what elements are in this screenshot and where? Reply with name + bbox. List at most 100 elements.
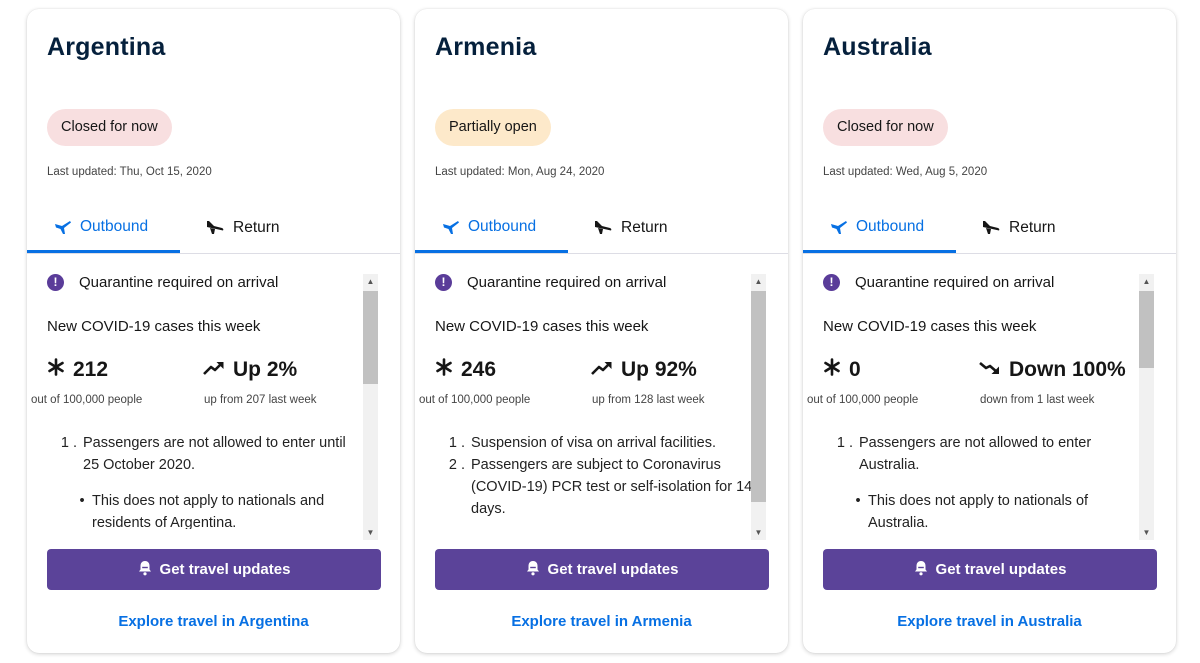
restriction-note: 1 . Passengers are not allowed to enter A…	[823, 432, 1141, 476]
plane-landing-icon	[981, 220, 1001, 236]
country-card: Australia Closed for now Last updated: W…	[803, 9, 1176, 653]
country-title: Argentina	[47, 33, 166, 61]
restriction-notes: 1 . Passengers are not allowed to enter u…	[47, 432, 365, 529]
plane-landing-icon	[205, 220, 225, 236]
explore-travel-link[interactable]: Explore travel in Australia	[897, 613, 1082, 630]
cases-stat: 212	[47, 358, 108, 382]
note-number: 1 .	[836, 435, 853, 451]
tab-outbound[interactable]: Outbound	[415, 211, 568, 253]
status-badge: Closed for now	[823, 109, 948, 146]
scroll-down-icon[interactable]: ▼	[1142, 528, 1151, 537]
tab-outbound[interactable]: Outbound	[27, 211, 180, 253]
trend-down-icon	[979, 358, 1001, 382]
note-number: 1 .	[60, 435, 77, 451]
travel-info-scroll-area[interactable]: ! Quarantine required on arrival New COV…	[27, 252, 400, 529]
restriction-bullet: • This does not apply to nationals and re…	[47, 490, 365, 529]
cases-value: 212	[73, 358, 109, 381]
plane-takeoff-icon	[830, 219, 848, 235]
tab-return-label: Return	[233, 219, 280, 236]
tab-outbound-label: Outbound	[468, 217, 537, 235]
bell-icon	[526, 560, 540, 580]
trend-value: Down 100%	[1009, 358, 1126, 381]
restriction-notes: 1 . Suspension of visa on arrival facilit…	[435, 432, 753, 520]
direction-tabs: Outbound Return	[803, 211, 1176, 254]
tab-return[interactable]: Return	[205, 211, 280, 253]
get-travel-updates-button[interactable]: Get travel updates	[47, 549, 381, 590]
country-card: Argentina Closed for now Last updated: T…	[27, 9, 400, 653]
asterisk-virus-icon	[47, 358, 65, 382]
get-travel-updates-label: Get travel updates	[159, 561, 291, 578]
restriction-note: 2 . Passengers are subject to Coronavirus…	[435, 454, 753, 520]
scroll-up-icon[interactable]: ▲	[366, 277, 375, 286]
cases-value: 246	[461, 358, 497, 381]
trend-up-icon	[203, 358, 225, 382]
get-travel-updates-label: Get travel updates	[935, 561, 1067, 578]
country-title: Australia	[823, 33, 932, 61]
note-text: Suspension of visa on arrival facilities…	[471, 435, 717, 451]
scrollbar-thumb[interactable]	[363, 291, 378, 384]
scrollbar-thumb[interactable]	[751, 291, 766, 502]
cases-title: New COVID-19 cases this week	[435, 318, 649, 335]
trend-value: Up 2%	[233, 358, 298, 381]
bullet-dot: •	[855, 493, 861, 509]
trend-stat: Up 2%	[203, 358, 297, 382]
note-text: Passengers are subject to Coronavirus (C…	[471, 457, 753, 517]
alert-icon: !	[435, 274, 452, 291]
tab-outbound[interactable]: Outbound	[803, 211, 956, 253]
scroll-up-icon[interactable]: ▲	[754, 277, 763, 286]
cases-subtext: out of 100,000 people	[807, 394, 919, 406]
quarantine-row: ! Quarantine required on arrival	[435, 274, 666, 291]
get-travel-updates-button[interactable]: Get travel updates	[435, 549, 769, 590]
bullet-text: This does not apply to nationals of Aust…	[868, 493, 1089, 529]
restriction-note: 1 . Suspension of visa on arrival facilit…	[435, 432, 753, 454]
tab-return[interactable]: Return	[981, 211, 1056, 253]
last-updated-text: Last updated: Thu, Oct 15, 2020	[47, 166, 212, 178]
quarantine-text: Quarantine required on arrival	[79, 274, 279, 291]
tab-return[interactable]: Return	[593, 211, 668, 253]
explore-travel-link[interactable]: Explore travel in Argentina	[118, 613, 309, 630]
plane-takeoff-icon	[442, 219, 460, 235]
tab-return-label: Return	[621, 219, 668, 236]
status-badge: Partially open	[435, 109, 551, 146]
alert-icon: !	[823, 274, 840, 291]
quarantine-text: Quarantine required on arrival	[467, 274, 667, 291]
quarantine-row: ! Quarantine required on arrival	[823, 274, 1054, 291]
trend-stat: Up 92%	[591, 358, 697, 382]
scrollbar[interactable]: ▲ ▼	[751, 274, 766, 540]
cases-stat: 246	[435, 358, 496, 382]
scroll-down-icon[interactable]: ▼	[366, 528, 375, 537]
trend-subtext: up from 128 last week	[592, 394, 705, 406]
last-updated-text: Last updated: Mon, Aug 24, 2020	[435, 166, 605, 178]
restriction-bullet: • This does not apply to nationals of Aus…	[823, 490, 1141, 529]
trend-subtext: down from 1 last week	[980, 394, 1095, 406]
scroll-down-icon[interactable]: ▼	[754, 528, 763, 537]
scrollbar[interactable]: ▲ ▼	[363, 274, 378, 540]
bell-icon	[138, 560, 152, 580]
status-badge: Closed for now	[47, 109, 172, 146]
cases-title: New COVID-19 cases this week	[47, 318, 261, 335]
country-title: Armenia	[435, 33, 537, 61]
travel-info-scroll-area[interactable]: ! Quarantine required on arrival New COV…	[415, 252, 788, 529]
restriction-note: 1 . Passengers are not allowed to enter u…	[47, 432, 365, 476]
scrollbar[interactable]: ▲ ▼	[1139, 274, 1154, 540]
trend-subtext: up from 207 last week	[204, 394, 317, 406]
tab-outbound-label: Outbound	[80, 217, 149, 235]
quarantine-row: ! Quarantine required on arrival	[47, 274, 278, 291]
cases-title: New COVID-19 cases this week	[823, 318, 1037, 335]
direction-tabs: Outbound Return	[415, 211, 788, 254]
explore-travel-link[interactable]: Explore travel in Armenia	[511, 613, 692, 630]
trend-stat: Down 100%	[979, 358, 1126, 382]
travel-info-scroll-area[interactable]: ! Quarantine required on arrival New COV…	[803, 252, 1176, 529]
note-number: 2 .	[448, 457, 465, 473]
trend-value: Up 92%	[621, 358, 697, 381]
country-card: Armenia Partially open Last updated: Mon…	[415, 9, 788, 653]
tab-return-label: Return	[1009, 219, 1056, 236]
cases-value: 0	[849, 358, 861, 381]
scrollbar-thumb[interactable]	[1139, 291, 1154, 368]
scroll-up-icon[interactable]: ▲	[1142, 277, 1151, 286]
cases-stat: 0	[823, 358, 861, 382]
get-travel-updates-button[interactable]: Get travel updates	[823, 549, 1157, 590]
tab-outbound-label: Outbound	[856, 217, 925, 235]
direction-tabs: Outbound Return	[27, 211, 400, 254]
last-updated-text: Last updated: Wed, Aug 5, 2020	[823, 166, 988, 178]
